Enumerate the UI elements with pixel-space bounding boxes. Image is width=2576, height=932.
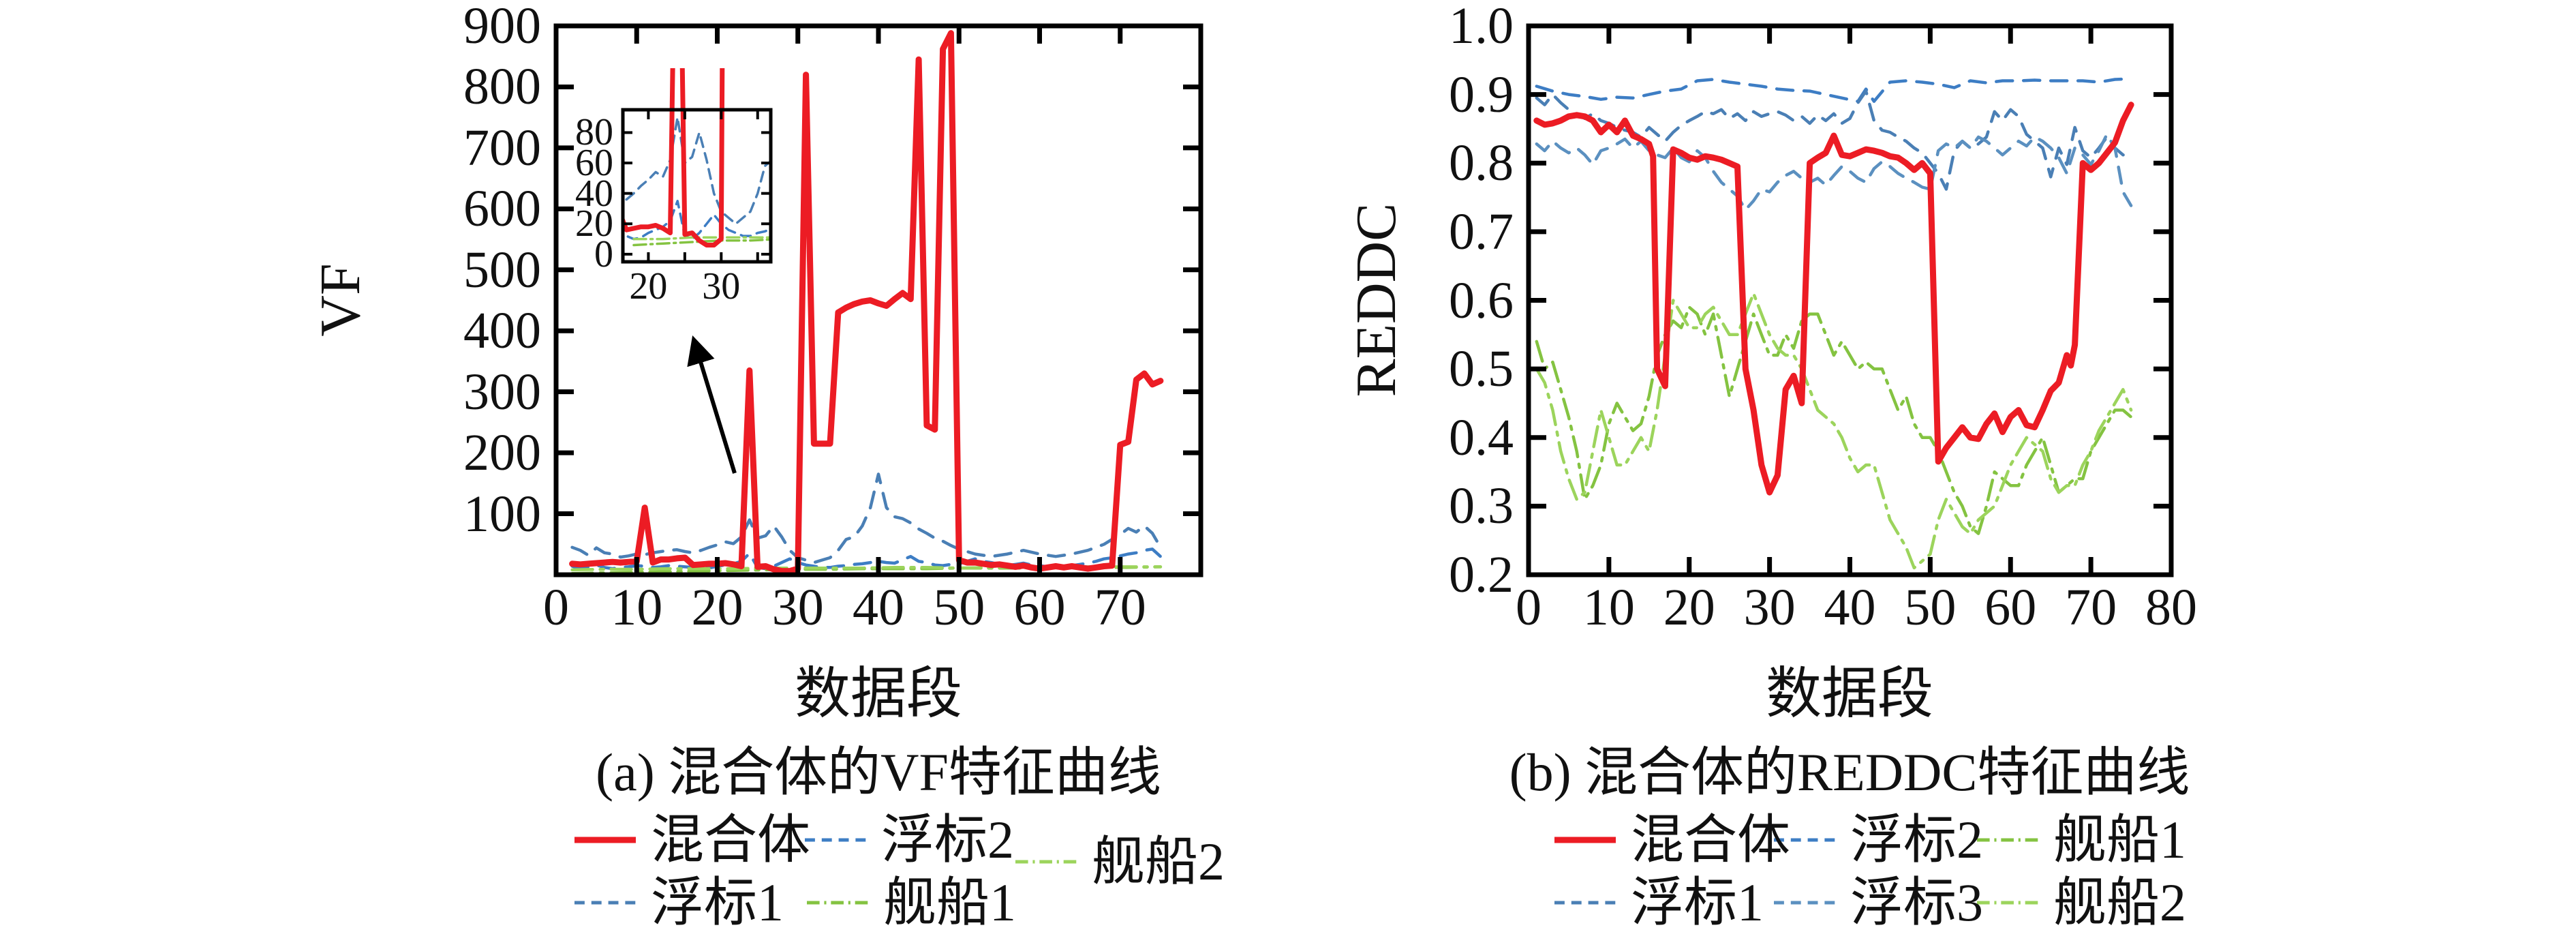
- y-tick-label: 20: [575, 202, 613, 245]
- x-tick-label: 60: [1984, 579, 2037, 636]
- series-line-舰船1: [632, 238, 771, 247]
- legend-label: 舰船2: [2053, 873, 2187, 932]
- legend-label: 舰船1: [883, 873, 1017, 932]
- plot-frame: [621, 108, 773, 264]
- y-axis-title-vf: VF: [309, 263, 372, 337]
- x-tick-label: 10: [611, 579, 663, 636]
- x-tick-label: 50: [1904, 579, 1957, 636]
- x-tick-label: 10: [1582, 579, 1635, 636]
- series-line-舰船2: [632, 236, 771, 241]
- inset-zoom-arrow: [687, 335, 737, 474]
- y-tick-label: 60: [575, 142, 613, 185]
- y-tick-label: 600: [463, 180, 541, 238]
- caption-b: (b) 混合体的REDDC特征曲线: [1509, 742, 2190, 802]
- legend-label: 混合体: [651, 810, 811, 869]
- y-tick-label: 800: [463, 58, 541, 116]
- y-tick-label: 900: [463, 0, 541, 55]
- x-axis-title-vf: 数据段: [794, 663, 963, 725]
- x-tick-label: 80: [2145, 579, 2197, 636]
- y-tick-label: 0.9: [1449, 65, 1514, 123]
- series-line-混合体: [623, 68, 725, 248]
- x-tick-label: 30: [702, 265, 741, 307]
- y-tick-label: 0.8: [1449, 134, 1514, 192]
- x-tick-label: 30: [1743, 579, 1796, 636]
- x-tick-label: 40: [1824, 579, 1876, 636]
- x-tick-label: 70: [2065, 579, 2117, 636]
- series-line-浮标1: [623, 116, 771, 226]
- legend-label: 舰船1: [2053, 810, 2187, 869]
- legend-label: 浮标1: [651, 873, 784, 932]
- series-group: [569, 30, 1164, 575]
- legend-label: 浮标2: [1850, 810, 1984, 869]
- y-tick-label: 500: [463, 241, 541, 299]
- plot-graphics: [553, 23, 2174, 905]
- x-tick-label: 0: [543, 579, 569, 636]
- x-tick-label: 20: [1663, 579, 1715, 636]
- plot-frame: [1526, 23, 2174, 577]
- x-tick-label: 20: [691, 579, 743, 636]
- series-line-浮标2: [1535, 77, 2133, 103]
- y-tick-label: 0.6: [1449, 271, 1514, 329]
- y-tick-label: 700: [463, 119, 541, 177]
- series-line-舰船2: [1535, 292, 2133, 570]
- y-tick-label: 80: [575, 111, 613, 154]
- y-tick-label: 0.7: [1449, 202, 1514, 260]
- series-group: [623, 68, 771, 248]
- legend-label: 混合体: [1631, 810, 1791, 869]
- x-tick-label: 40: [853, 579, 904, 636]
- y-tick-label: 0.3: [1449, 477, 1514, 535]
- legend-label: 浮标1: [1631, 873, 1764, 932]
- legend-label: 浮标2: [881, 810, 1015, 869]
- series-line-浮标2: [570, 547, 1163, 571]
- x-tick-label: 50: [933, 579, 985, 636]
- x-axis-title-reddc: 数据段: [1765, 663, 1934, 725]
- series-line-浮标3: [1535, 132, 2133, 211]
- x-tick-label: 60: [1013, 579, 1066, 636]
- x-tick-label: 20: [629, 265, 668, 307]
- legend-label: 舰船2: [1092, 832, 1225, 891]
- series-line-舰船1: [1535, 305, 2133, 535]
- y-tick-label: 0.4: [1449, 408, 1514, 466]
- series-group: [1533, 77, 2134, 570]
- y-tick-label: 0.5: [1449, 340, 1514, 398]
- y-tick-label: 400: [463, 302, 541, 360]
- y-tick-label: 0.2: [1449, 546, 1514, 603]
- y-axis-title-reddc: REDDC: [1345, 202, 1408, 397]
- legend-label: 浮标3: [1850, 873, 1984, 932]
- x-tick-label: 30: [771, 579, 824, 636]
- x-tick-label: 70: [1094, 579, 1146, 636]
- plot-frame: [553, 23, 1203, 577]
- caption-a: (a) 混合体的VF特征曲线: [596, 742, 1161, 802]
- series-line-浮标1: [570, 472, 1163, 565]
- x-tick-label: 0: [1516, 579, 1542, 636]
- y-tick-label: 40: [575, 172, 613, 215]
- y-tick-label: 300: [463, 363, 541, 421]
- series-line-混合体: [569, 30, 1164, 575]
- y-tick-label: 1.0: [1449, 0, 1514, 55]
- series-line-混合体: [1533, 102, 2134, 496]
- y-tick-label: 200: [463, 424, 541, 482]
- y-tick-label: 0: [594, 232, 613, 275]
- y-tick-label: 100: [463, 485, 541, 543]
